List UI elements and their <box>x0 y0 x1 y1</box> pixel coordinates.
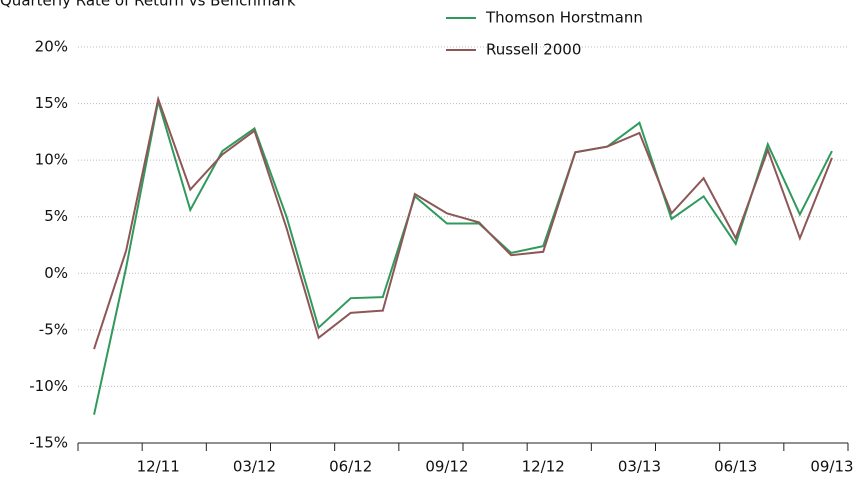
x-tick-label: 06/12 <box>329 458 372 476</box>
y-tick-label: 10% <box>35 151 68 169</box>
y-tick-label: -15% <box>29 434 68 452</box>
x-tick-label: 06/13 <box>714 458 757 476</box>
legend-label: Russell 2000 <box>486 41 581 59</box>
chart-title: Quarterly Rate of Return vs Benchmark <box>0 0 296 10</box>
y-tick-label: 5% <box>44 207 68 225</box>
x-tick-label: 03/12 <box>233 458 276 476</box>
y-tick-label: -10% <box>29 377 68 395</box>
x-tick-label: 12/11 <box>137 458 180 476</box>
series-line <box>93 95 833 350</box>
y-tick-label: 15% <box>35 94 68 112</box>
x-tick-label: 09/13 <box>810 458 853 476</box>
x-tick-label: 03/13 <box>618 458 661 476</box>
y-tick-label: 0% <box>44 264 68 282</box>
series-line <box>93 101 833 415</box>
y-tick-label: 20% <box>35 38 68 56</box>
legend-label: Thomson Horstmann <box>485 9 643 27</box>
y-tick-label: -5% <box>39 320 68 338</box>
x-tick-label: 09/12 <box>425 458 468 476</box>
x-tick-label: 12/12 <box>522 458 565 476</box>
